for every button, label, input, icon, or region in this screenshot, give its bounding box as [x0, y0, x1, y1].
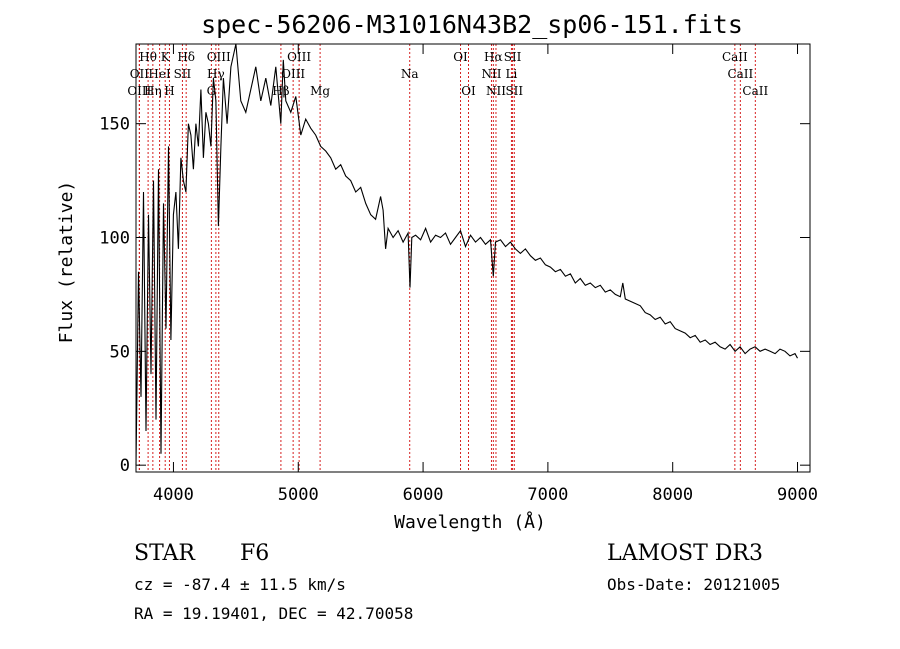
line-label: OIII — [287, 50, 311, 64]
x-tick-label: 5000 — [278, 485, 319, 505]
line-label: OIII — [207, 50, 231, 64]
y-axis-label: Flux (relative) — [56, 181, 77, 344]
line-label: K — [161, 50, 171, 64]
x-tick-label: 6000 — [403, 485, 444, 505]
y-tick-label: 0 — [120, 456, 130, 476]
line-label: H — [164, 84, 174, 98]
sky-coordinates: RA = 19.19401, DEC = 42.70058 — [134, 604, 413, 623]
line-label: NII — [486, 84, 506, 98]
spectral-line-markers — [138, 44, 756, 472]
line-label: NII — [481, 67, 501, 81]
line-label: CaII — [742, 84, 768, 98]
line-label: OII — [130, 67, 150, 81]
line-label: Hα — [484, 50, 503, 64]
y-tick-label: 100 — [99, 229, 130, 249]
y-tick-label: 50 — [110, 342, 130, 362]
x-axis-ticks: 4000 5000 6000 7000 8000 9000 — [153, 44, 818, 505]
line-label: Hη — [144, 84, 162, 98]
line-label: Hθ — [139, 50, 157, 64]
line-label: OIII — [281, 67, 305, 81]
x-tick-label: 4000 — [153, 485, 194, 505]
line-label: SII — [504, 50, 522, 64]
line-label: G — [207, 84, 217, 98]
x-axis-label: Wavelength (Å) — [394, 511, 546, 533]
x-tick-label: 8000 — [652, 485, 693, 505]
redshift-velocity: cz = -87.4 ± 11.5 km/s — [134, 575, 346, 594]
x-tick-label: 7000 — [527, 485, 568, 505]
line-label: Mg — [310, 84, 330, 98]
spectrum-line — [135, 43, 798, 466]
plot-frame — [135, 43, 811, 473]
line-label: Hδ — [177, 50, 195, 64]
survey-name: LAMOST DR3 — [607, 541, 763, 566]
y-axis-ticks: 0 50 100 150 — [99, 115, 810, 476]
y-tick-label: 150 — [99, 115, 130, 135]
x-tick-label: 9000 — [777, 485, 818, 505]
line-label: SII — [505, 84, 523, 98]
chart-title: spec-56206-M31016N43B2_sp06-151.fits — [201, 10, 743, 39]
line-label: CaII — [722, 50, 748, 64]
line-label: HeI — [148, 67, 171, 81]
line-label: Hγ — [207, 67, 225, 81]
spectral-subclass: F6 — [240, 541, 269, 566]
line-label: OIII — [127, 84, 151, 98]
line-label: Li — [506, 67, 518, 81]
line-label: Hβ — [272, 84, 289, 98]
line-label: SII — [174, 67, 192, 81]
line-label: OI — [453, 50, 468, 64]
line-label: Na — [401, 67, 419, 81]
observation-date: Obs-Date: 20121005 — [607, 575, 780, 594]
line-label: CaII — [727, 67, 753, 81]
line-label: OI — [461, 84, 476, 98]
object-class: STAR — [134, 541, 196, 566]
